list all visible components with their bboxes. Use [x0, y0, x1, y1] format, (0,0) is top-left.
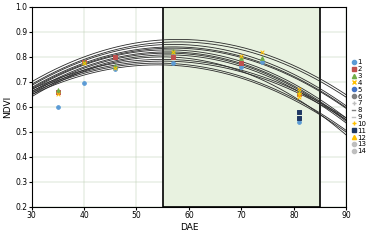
Point [296, 120, 302, 124]
Point [81, 81, 87, 84]
Point [112, 64, 118, 68]
Point [259, 56, 265, 60]
Point [238, 66, 244, 69]
Y-axis label: NDVI: NDVI [3, 96, 13, 118]
Point [238, 61, 244, 65]
Point [112, 67, 118, 70]
Point [55, 88, 61, 92]
Point [55, 105, 61, 108]
Point [296, 87, 302, 91]
Point [259, 50, 265, 54]
Point [81, 60, 87, 64]
Point [296, 92, 302, 96]
Point [170, 61, 176, 65]
Point [296, 116, 302, 120]
Point [259, 60, 265, 64]
Point [238, 54, 244, 58]
Point [55, 92, 61, 96]
Legend: 1, 2, 3, 4, 5, 6, 7, 8, 9, 10, 11, 12, 13, 14: 1, 2, 3, 4, 5, 6, 7, 8, 9, 10, 11, 12, 1… [350, 57, 369, 156]
Point [55, 90, 61, 94]
Point [170, 55, 176, 59]
Point [296, 110, 302, 114]
Point [296, 90, 302, 94]
FancyBboxPatch shape [163, 7, 320, 207]
Point [296, 93, 302, 97]
X-axis label: DAE: DAE [180, 223, 198, 231]
Point [81, 60, 87, 64]
Point [170, 50, 176, 54]
Point [112, 55, 118, 59]
Point [238, 56, 244, 60]
Point [81, 61, 87, 65]
Point [112, 66, 118, 70]
Point [170, 49, 176, 52]
Point [296, 95, 302, 99]
Point [296, 91, 302, 95]
